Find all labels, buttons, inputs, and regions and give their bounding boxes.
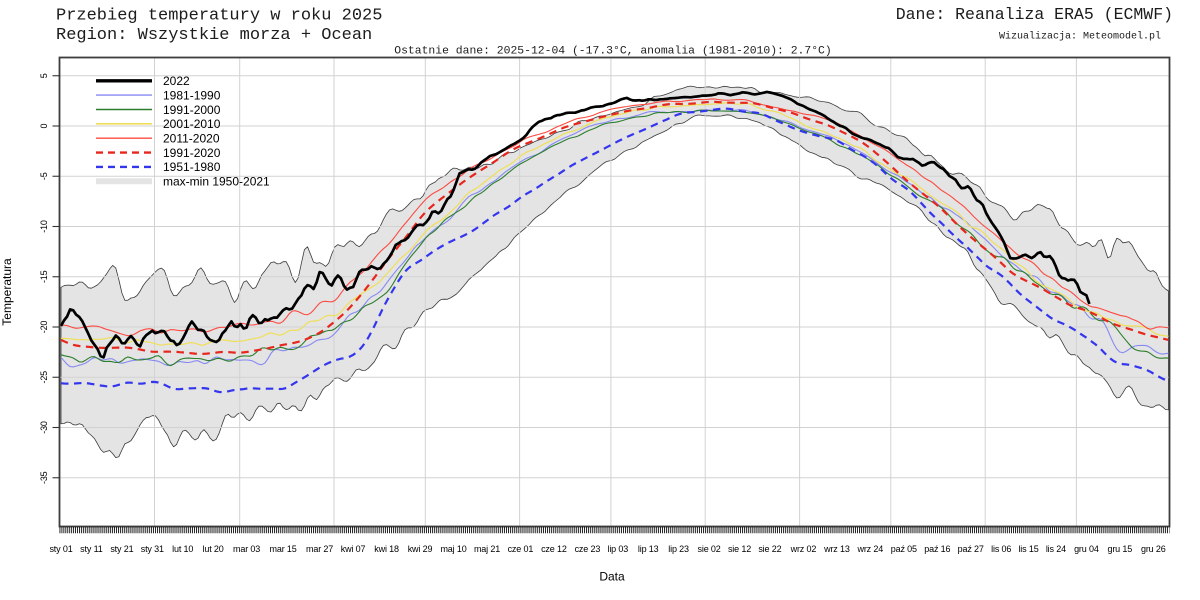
svg-text:lip 13: lip 13 bbox=[638, 544, 659, 554]
svg-text:lip 23: lip 23 bbox=[668, 544, 689, 554]
svg-text:sty 11: sty 11 bbox=[80, 544, 103, 554]
svg-text:cze 12: cze 12 bbox=[541, 544, 567, 554]
svg-text:Przebieg temperatury w roku 20: Przebieg temperatury w roku 2025 bbox=[56, 7, 382, 26]
svg-text:-25: -25 bbox=[39, 371, 49, 384]
svg-text:lip 03: lip 03 bbox=[607, 544, 628, 554]
svg-text:1991-2020: 1991-2020 bbox=[163, 146, 221, 160]
svg-text:Ostatnie dane: 2025-12-04 (-17: Ostatnie dane: 2025-12-04 (-17.3°C, anom… bbox=[394, 46, 831, 58]
svg-text:sie 02: sie 02 bbox=[698, 544, 721, 554]
svg-text:mar 15: mar 15 bbox=[270, 544, 297, 554]
svg-text:0: 0 bbox=[39, 123, 49, 128]
svg-text:wrz 24: wrz 24 bbox=[856, 544, 883, 554]
svg-text:-5: -5 bbox=[39, 172, 49, 180]
svg-text:paź 05: paź 05 bbox=[891, 544, 917, 554]
svg-text:maj 21: maj 21 bbox=[474, 544, 500, 554]
svg-text:1981-1990: 1981-1990 bbox=[163, 88, 221, 102]
svg-text:mar 27: mar 27 bbox=[306, 544, 333, 554]
svg-text:sty 01: sty 01 bbox=[49, 544, 72, 554]
svg-text:-30: -30 bbox=[39, 421, 49, 434]
svg-text:-35: -35 bbox=[39, 471, 49, 484]
svg-text:kwi 07: kwi 07 bbox=[341, 544, 366, 554]
svg-text:kwi 29: kwi 29 bbox=[408, 544, 433, 554]
svg-text:lis 06: lis 06 bbox=[991, 544, 1011, 554]
svg-text:lis 15: lis 15 bbox=[1018, 544, 1038, 554]
svg-text:gru 15: gru 15 bbox=[1107, 544, 1132, 554]
svg-text:5: 5 bbox=[39, 73, 49, 78]
svg-text:cze 01: cze 01 bbox=[508, 544, 534, 554]
svg-text:paź 27: paź 27 bbox=[958, 544, 984, 554]
svg-text:sty 31: sty 31 bbox=[141, 544, 164, 554]
svg-text:Dane: Reanaliza ERA5 (ECMWF): Dane: Reanaliza ERA5 (ECMWF) bbox=[896, 5, 1173, 24]
svg-text:maj 10: maj 10 bbox=[440, 544, 466, 554]
svg-text:2001-2010: 2001-2010 bbox=[163, 117, 221, 131]
svg-text:mar 03: mar 03 bbox=[233, 544, 260, 554]
svg-text:sie 12: sie 12 bbox=[728, 544, 751, 554]
svg-text:lut 20: lut 20 bbox=[203, 544, 224, 554]
svg-text:Region: Wszystkie morza + Ocea: Region: Wszystkie morza + Ocean bbox=[56, 26, 372, 45]
svg-text:cze 23: cze 23 bbox=[575, 544, 601, 554]
svg-text:2011-2020: 2011-2020 bbox=[163, 132, 220, 146]
svg-text:gru 26: gru 26 bbox=[1141, 544, 1166, 554]
svg-text:lis 24: lis 24 bbox=[1046, 544, 1066, 554]
svg-text:paź 16: paź 16 bbox=[924, 544, 950, 554]
svg-text:1951-1980: 1951-1980 bbox=[163, 160, 221, 174]
svg-text:max-min 1950-2021: max-min 1950-2021 bbox=[163, 175, 270, 189]
svg-text:kwi 18: kwi 18 bbox=[374, 544, 399, 554]
svg-text:-10: -10 bbox=[39, 220, 49, 233]
svg-text:-15: -15 bbox=[39, 270, 49, 283]
svg-text:1991-2000: 1991-2000 bbox=[163, 103, 221, 117]
svg-text:lut 10: lut 10 bbox=[172, 544, 193, 554]
svg-text:-20: -20 bbox=[39, 321, 49, 334]
svg-text:wrz 02: wrz 02 bbox=[790, 544, 817, 554]
svg-text:Data: Data bbox=[599, 570, 625, 584]
svg-text:gru 04: gru 04 bbox=[1074, 544, 1099, 554]
svg-text:Wizualizacja: Meteomodel.pl: Wizualizacja: Meteomodel.pl bbox=[999, 31, 1161, 43]
svg-text:wrz 13: wrz 13 bbox=[823, 544, 850, 554]
svg-text:sie 22: sie 22 bbox=[758, 544, 781, 554]
svg-text:Temperatura: Temperatura bbox=[0, 258, 14, 326]
svg-text:sty 21: sty 21 bbox=[110, 544, 133, 554]
svg-text:2022: 2022 bbox=[163, 74, 190, 88]
